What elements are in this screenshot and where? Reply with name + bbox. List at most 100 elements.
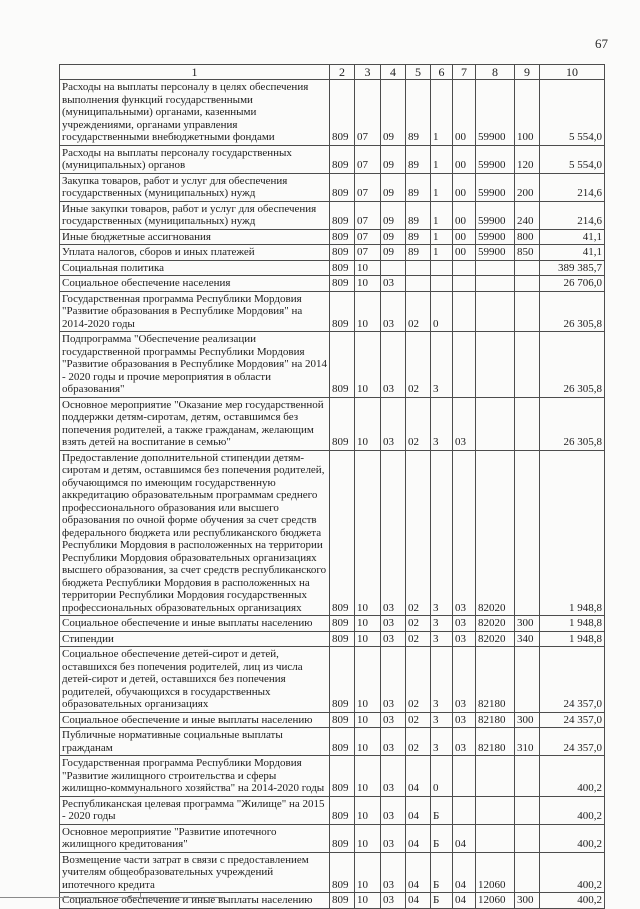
- column-header: 8: [475, 64, 515, 80]
- cell-code: 82020: [475, 615, 515, 632]
- cell-code: 03: [380, 449, 406, 616]
- cell-code: 3: [430, 646, 453, 713]
- column-header: 2: [329, 64, 355, 80]
- cell-code: 300: [514, 615, 540, 632]
- cell-code: 02: [405, 615, 431, 632]
- cell-description: Социальное обеспечение детей-сирот и дет…: [59, 646, 330, 713]
- cell-code: 03: [380, 331, 406, 398]
- cell-code: 89: [405, 144, 431, 174]
- cell-code: 02: [405, 630, 431, 647]
- cell-code: [452, 275, 476, 292]
- column-header: 3: [354, 64, 381, 80]
- cell-code: 07: [354, 79, 381, 146]
- cell-code: 02: [405, 449, 431, 616]
- cell-code: [475, 275, 515, 292]
- cell-code: 1: [430, 244, 453, 261]
- column-header: 1: [59, 64, 330, 80]
- cell-code: 09: [380, 144, 406, 174]
- cell-code: 809: [329, 228, 355, 245]
- cell-amount: 400,2: [539, 755, 605, 797]
- table-row: Расходы на выплаты персоналу государстве…: [59, 144, 605, 174]
- cell-description: Государственная программа Республики Мор…: [59, 755, 330, 797]
- cell-code: 12060: [475, 851, 515, 893]
- cell-code: 89: [405, 79, 431, 146]
- cell-code: [514, 290, 540, 332]
- cell-code: 809: [329, 711, 355, 728]
- cell-code: 03: [452, 646, 476, 713]
- cell-code: 809: [329, 275, 355, 292]
- cell-code: 04: [405, 851, 431, 893]
- cell-code: 809: [329, 851, 355, 893]
- cell-code: [452, 755, 476, 797]
- cell-code: 809: [329, 290, 355, 332]
- cell-code: 10: [354, 275, 381, 292]
- table-row: Социальная политика 809 10 389 385,7: [59, 259, 605, 276]
- cell-code: 10: [354, 259, 381, 276]
- cell-amount: 5 554,0: [539, 144, 605, 174]
- table-row: Республиканская целевая программа "Жилищ…: [59, 795, 605, 825]
- cell-description: Подпрограмма "Обеспечение реализации гос…: [59, 331, 330, 398]
- cell-code: 0: [430, 290, 453, 332]
- column-header: 5: [405, 64, 431, 80]
- cell-code: 809: [329, 79, 355, 146]
- cell-amount: 1 948,8: [539, 630, 605, 647]
- cell-code: 0: [430, 755, 453, 797]
- cell-description: Публичные нормативные социальные выплаты…: [59, 727, 330, 756]
- cell-code: 809: [329, 646, 355, 713]
- cell-code: 04: [452, 823, 476, 853]
- cell-code: 02: [405, 727, 431, 756]
- cell-description: Социальное обеспечение населения: [59, 275, 330, 292]
- cell-code: 89: [405, 228, 431, 245]
- cell-code: 809: [329, 244, 355, 261]
- cell-code: 300: [514, 711, 540, 728]
- cell-code: 10: [354, 727, 381, 756]
- cell-code: 00: [452, 228, 476, 245]
- cell-code: 00: [452, 172, 476, 202]
- cell-code: 59900: [475, 172, 515, 202]
- cell-code: [405, 259, 431, 276]
- cell-code: 3: [430, 615, 453, 632]
- cell-code: 07: [354, 172, 381, 202]
- cell-amount: 5 554,0: [539, 79, 605, 146]
- cell-code: 809: [329, 823, 355, 853]
- cell-code: [405, 275, 431, 292]
- cell-code: 02: [405, 331, 431, 398]
- cell-code: 03: [452, 630, 476, 647]
- cell-code: 1: [430, 79, 453, 146]
- cell-description: Основное мероприятие "Развитие ипотечног…: [59, 823, 330, 853]
- cell-code: 03: [452, 396, 476, 451]
- scan-artifact-line: [0, 893, 225, 904]
- cell-code: 1: [430, 200, 453, 230]
- cell-amount: 214,6: [539, 172, 605, 202]
- cell-code: 00: [452, 244, 476, 261]
- cell-code: 82180: [475, 727, 515, 756]
- cell-amount: 41,1: [539, 228, 605, 245]
- cell-amount: 26 305,8: [539, 290, 605, 332]
- cell-code: 00: [452, 144, 476, 174]
- cell-code: Б: [430, 892, 453, 909]
- cell-amount: 400,2: [539, 823, 605, 853]
- cell-description: Государственная программа Республики Мор…: [59, 290, 330, 332]
- cell-code: 10: [354, 823, 381, 853]
- cell-code: [514, 646, 540, 713]
- table-row: Стипендии 809 10 03 02 3 03 82020 340 1 948,8: [59, 630, 605, 647]
- cell-code: 809: [329, 396, 355, 451]
- cell-code: 10: [354, 331, 381, 398]
- cell-code: [475, 259, 515, 276]
- cell-amount: 1 948,8: [539, 449, 605, 616]
- cell-code: 809: [329, 144, 355, 174]
- table-row: Публичные нормативные социальные выплаты…: [59, 727, 605, 756]
- cell-code: 03: [380, 646, 406, 713]
- cell-amount: 389 385,7: [539, 259, 605, 276]
- cell-code: 240: [514, 200, 540, 230]
- cell-code: 04: [405, 795, 431, 825]
- cell-code: 809: [329, 259, 355, 276]
- cell-code: 120: [514, 144, 540, 174]
- cell-code: 340: [514, 630, 540, 647]
- cell-code: 1: [430, 172, 453, 202]
- cell-code: [430, 259, 453, 276]
- cell-description: Предоставление дополнительной стипендии …: [59, 449, 330, 616]
- cell-description: Расходы на выплаты персоналу государстве…: [59, 144, 330, 174]
- cell-code: 3: [430, 630, 453, 647]
- cell-code: 03: [380, 275, 406, 292]
